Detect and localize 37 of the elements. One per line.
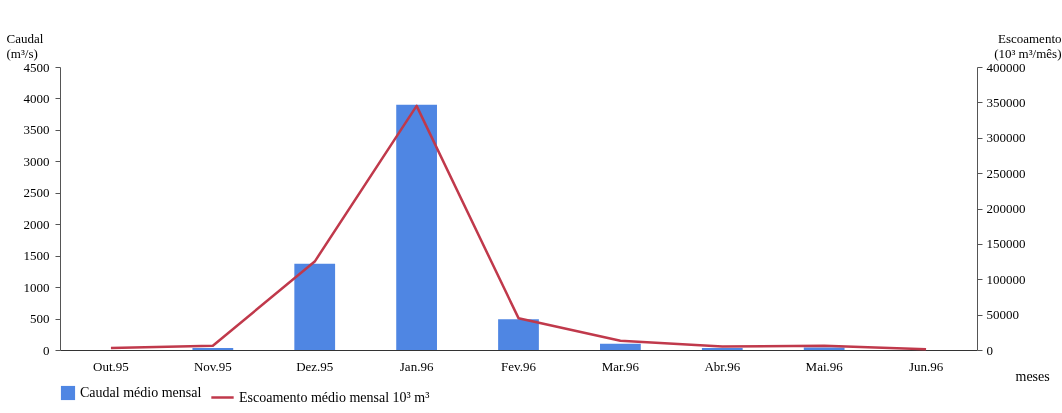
y-tick-label: 0 [43,342,50,358]
bar [803,347,845,350]
y2-tick-label: 200000 [986,201,1026,216]
x-tick-label: Fev.96 [501,358,537,374]
x-tick-label: Dez.95 [296,358,334,374]
y2-tick-label: 350000 [986,94,1026,110]
x-axis-title: meses [1015,368,1050,384]
y-tick-label: 500 [30,311,50,327]
y2-axis-title: Escoamento (10³ m³/mês) [994,30,1062,61]
y-axis-title: Caudal (m³/s) [6,30,44,61]
x-tick-label: Mar.96 [601,358,640,374]
x-tick-label: Jan.96 [399,358,434,374]
y2-tick-label: 0 [986,342,993,358]
y-tick-label: 3500 [23,122,50,138]
x-tick-label: Out.95 [93,358,129,374]
y-tick-label: 2500 [23,185,50,201]
y-tick-label: 1000 [23,279,50,295]
x-tick-label: Mai.96 [805,358,844,374]
x-tick-label: Abr.96 [704,358,741,374]
y-tick-label: 3000 [23,153,50,169]
legend-label: Escoamento médio mensal 10³ m³ [239,389,430,405]
bar [294,263,336,350]
y-tick-label: 2000 [23,216,50,232]
bar [498,319,539,350]
y2-tick-label: 50000 [986,307,1019,323]
legend-label: Caudal médio mensal [80,385,202,400]
bar [396,104,437,350]
x-tick-label: Nov.95 [193,358,232,374]
y2-tick-label: 150000 [986,236,1026,252]
y-tick-label: 1500 [23,248,50,264]
line-series [109,104,928,351]
y2-tick-label: 100000 [986,271,1026,287]
x-tick-label: Jun.96 [908,358,944,374]
bar [600,343,641,350]
y2-tick-label: 300000 [986,130,1026,146]
y-tick-label: 4000 [23,90,50,106]
y2-tick-label: 250000 [986,165,1026,181]
